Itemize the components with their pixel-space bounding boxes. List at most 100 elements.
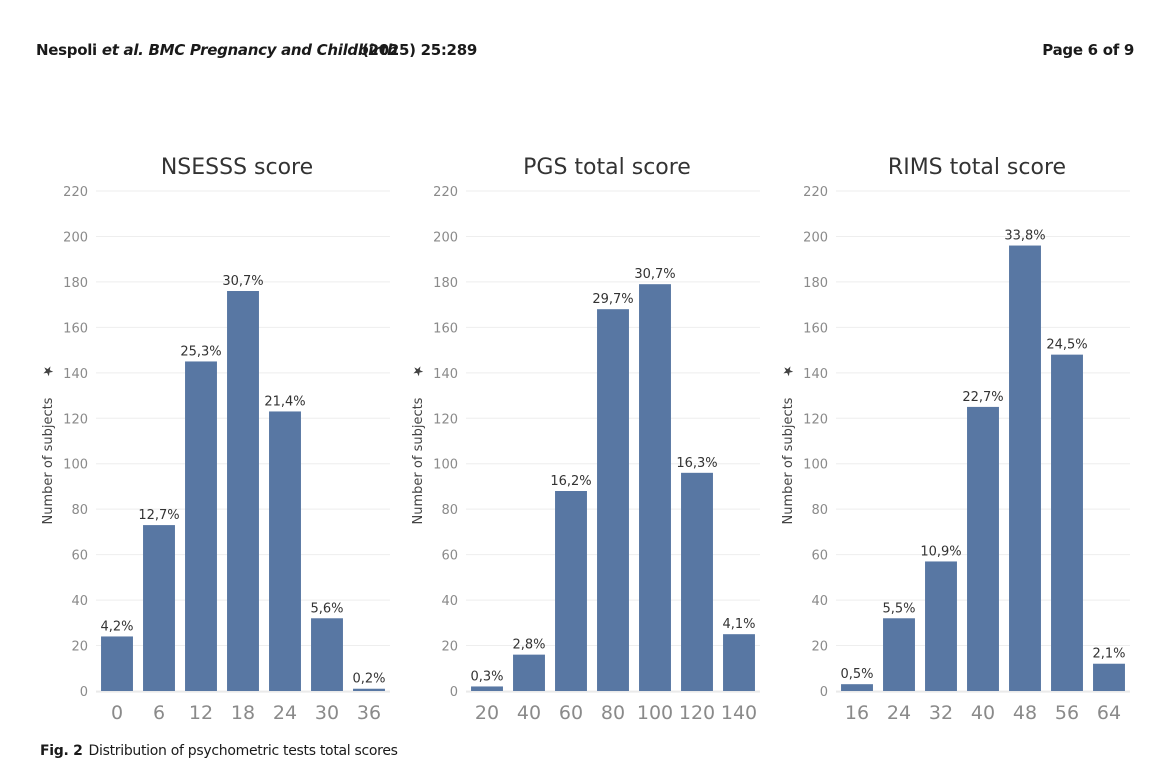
y-axis-label: Number of subjects bbox=[781, 397, 796, 524]
data-label: 12,7% bbox=[138, 508, 179, 523]
bar bbox=[681, 472, 713, 691]
bar bbox=[639, 284, 671, 691]
x-tick-label: 48 bbox=[1013, 702, 1037, 724]
x-tick-label: 6 bbox=[153, 702, 165, 724]
y-axis-label: Number of subjects bbox=[41, 397, 56, 524]
bar bbox=[101, 636, 133, 691]
bar bbox=[883, 618, 915, 691]
chart-pgs: PGS total score 0 20 40 60 80 100 120 140 160 180 2… bbox=[409, 155, 760, 724]
x-tick-label: 0 bbox=[111, 702, 123, 724]
chart-title: PGS total score bbox=[523, 155, 691, 180]
bar bbox=[1009, 245, 1041, 691]
pin-icon: ★ bbox=[39, 362, 58, 381]
header-journal: BMC Pregnancy and Childbirth bbox=[148, 41, 398, 59]
figure-caption: Fig. 2 Distribution of psychometric tests… bbox=[40, 743, 398, 759]
x-tick-label: 18 bbox=[231, 702, 255, 724]
y-tick-label: 20 bbox=[441, 640, 458, 655]
data-label: 16,3% bbox=[676, 456, 717, 471]
data-label: 25,3% bbox=[180, 344, 221, 359]
data-label: 4,2% bbox=[100, 619, 133, 634]
data-label: 22,7% bbox=[962, 390, 1003, 405]
y-tick-label: 80 bbox=[811, 503, 828, 518]
data-label: 5,5% bbox=[882, 601, 915, 616]
data-label: 2,1% bbox=[1092, 647, 1125, 662]
data-label: 16,2% bbox=[550, 474, 591, 489]
data-label: 30,7% bbox=[634, 267, 675, 282]
x-tick-label: 30 bbox=[315, 702, 339, 724]
x-tick-label: 12 bbox=[189, 702, 213, 724]
x-tick-label: 16 bbox=[845, 702, 869, 724]
x-tick-label: 24 bbox=[273, 702, 297, 724]
bar bbox=[143, 525, 175, 691]
y-tick-label: 160 bbox=[63, 321, 88, 336]
data-label: 21,4% bbox=[264, 394, 305, 409]
x-tick-label: 140 bbox=[721, 702, 757, 724]
pin-icon: ★ bbox=[409, 362, 428, 381]
header-authors: Nespoli bbox=[36, 41, 97, 59]
bar bbox=[597, 309, 629, 691]
data-label: 0,2% bbox=[352, 672, 385, 687]
x-tick-label: 100 bbox=[637, 702, 673, 724]
bar bbox=[311, 618, 343, 691]
bar bbox=[227, 291, 259, 691]
y-tick-label: 0 bbox=[80, 685, 88, 700]
y-tick-label: 200 bbox=[803, 230, 828, 245]
y-tick-label: 160 bbox=[803, 321, 828, 336]
y-tick-label: 100 bbox=[433, 458, 458, 473]
bar bbox=[353, 688, 385, 691]
y-tick-label: 180 bbox=[803, 276, 828, 291]
bar bbox=[185, 361, 217, 691]
bar bbox=[1093, 663, 1125, 691]
header-etal: et al. bbox=[101, 41, 144, 59]
x-tick-label: 80 bbox=[601, 702, 625, 724]
x-tick-label: 40 bbox=[971, 702, 995, 724]
bar bbox=[723, 634, 755, 691]
data-label: 0,3% bbox=[470, 669, 503, 684]
y-tick-label: 120 bbox=[433, 412, 458, 427]
y-tick-label: 100 bbox=[803, 458, 828, 473]
y-tick-label: 160 bbox=[433, 321, 458, 336]
y-tick-label: 0 bbox=[450, 685, 458, 700]
data-label: 0,5% bbox=[840, 667, 873, 682]
header-citation: (2025) 25:289 bbox=[362, 41, 477, 59]
header-page-number: Page 6 of 9 bbox=[1042, 41, 1134, 59]
data-label: 30,7% bbox=[222, 274, 263, 289]
y-tick-label: 220 bbox=[433, 185, 458, 200]
bar bbox=[1051, 354, 1083, 691]
y-tick-label: 220 bbox=[803, 185, 828, 200]
x-tick-label: 120 bbox=[679, 702, 715, 724]
data-label: 33,8% bbox=[1004, 229, 1045, 244]
y-tick-label: 120 bbox=[803, 412, 828, 427]
chart-title: RIMS total score bbox=[888, 155, 1066, 180]
y-tick-label: 60 bbox=[441, 549, 458, 564]
running-header-authors: Nespoli et al. BMC Pregnancy and Childbi… bbox=[36, 41, 398, 59]
y-tick-label: 100 bbox=[63, 458, 88, 473]
chart-nsesss: NSESSS score0204060801001201401601802002… bbox=[39, 155, 390, 724]
y-tick-label: 180 bbox=[433, 276, 458, 291]
data-label: 4,1% bbox=[722, 617, 755, 632]
figure-caption-text: Distribution of psychometric tests total… bbox=[88, 743, 398, 759]
bar bbox=[841, 684, 873, 691]
y-tick-label: 140 bbox=[803, 367, 828, 382]
y-tick-label: 80 bbox=[441, 503, 458, 518]
y-tick-label: 40 bbox=[811, 594, 828, 609]
y-tick-label: 200 bbox=[63, 230, 88, 245]
x-tick-label: 24 bbox=[887, 702, 911, 724]
x-tick-label: 56 bbox=[1055, 702, 1079, 724]
y-tick-label: 200 bbox=[433, 230, 458, 245]
pin-icon: ★ bbox=[779, 362, 798, 381]
x-tick-label: 64 bbox=[1097, 702, 1121, 724]
data-label: 29,7% bbox=[592, 292, 633, 307]
chart-rims: RIMS total score 0 20 40 60 80 100 120 140 160 180… bbox=[779, 155, 1130, 724]
y-tick-label: 220 bbox=[63, 185, 88, 200]
data-label: 5,6% bbox=[310, 601, 343, 616]
y-tick-label: 20 bbox=[811, 640, 828, 655]
bar bbox=[555, 491, 587, 691]
data-label: 10,9% bbox=[920, 544, 961, 559]
y-tick-label: 140 bbox=[433, 367, 458, 382]
bar bbox=[471, 686, 503, 691]
y-tick-label: 120 bbox=[63, 412, 88, 427]
x-tick-label: 20 bbox=[475, 702, 499, 724]
bar bbox=[269, 411, 301, 691]
y-tick-label: 40 bbox=[441, 594, 458, 609]
